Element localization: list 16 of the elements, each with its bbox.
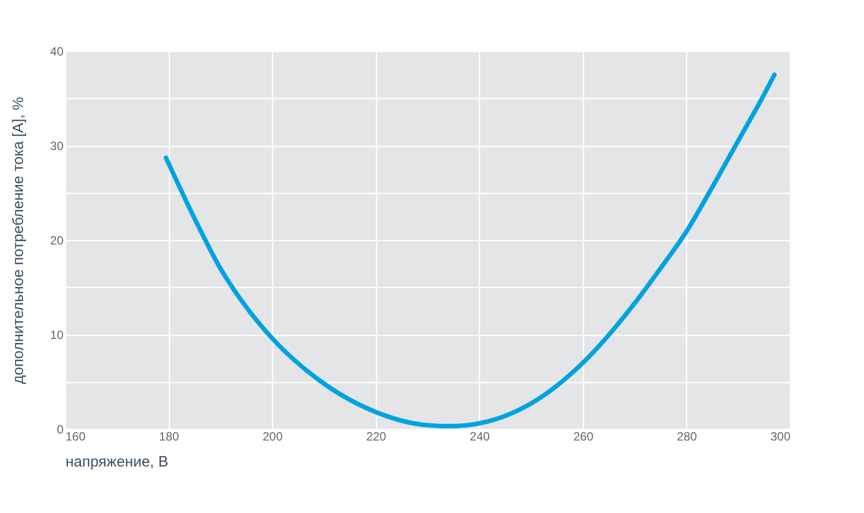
y-tick-label: 10 xyxy=(50,328,64,342)
y-tick-label: 20 xyxy=(50,234,64,248)
x-tick-label: 160 xyxy=(66,430,86,444)
y-tick-label: 40 xyxy=(50,44,64,58)
y-tick-label: 0 xyxy=(56,422,64,436)
line-series xyxy=(164,72,777,428)
x-tick-label: 280 xyxy=(676,430,698,444)
y-axis-title: дополнительное потребление тока [A], % xyxy=(10,96,28,384)
x-tick-label: 260 xyxy=(573,430,594,444)
x-tick-label: 300 xyxy=(770,430,791,444)
x-tick-label: 180 xyxy=(159,430,180,444)
x-tick-label: 200 xyxy=(262,430,283,444)
x-tick-label: 240 xyxy=(470,430,490,444)
x-axis-title: напряжение, В xyxy=(66,454,168,470)
y-tick-label: 30 xyxy=(50,139,64,153)
x-tick-label: 220 xyxy=(366,430,387,444)
